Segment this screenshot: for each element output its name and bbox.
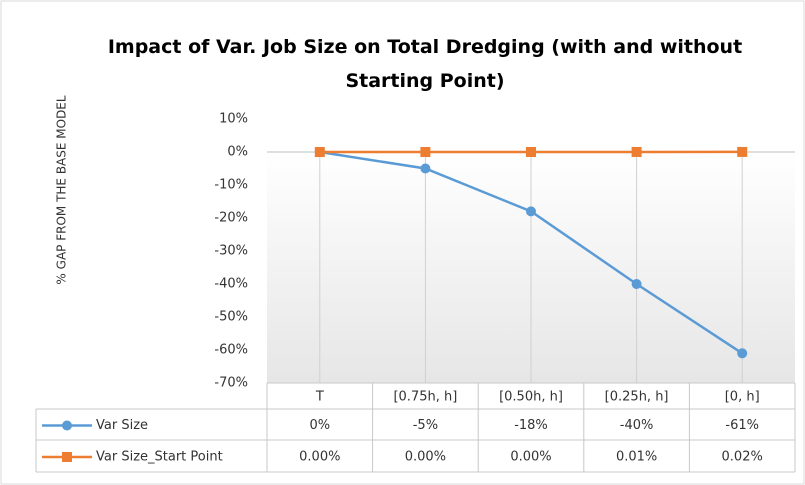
x-tick-label: [0.75h, h] (393, 390, 457, 405)
y-tick-label: -30% (214, 244, 248, 259)
y-tick-label: -60% (214, 343, 248, 358)
table-value: -18% (514, 418, 548, 433)
x-tick-label: T (315, 390, 324, 405)
table-value: -40% (620, 418, 654, 433)
y-tick-label: -40% (214, 277, 248, 292)
table-value: 0.00% (510, 450, 551, 465)
marker (314, 147, 325, 157)
chart-title: Impact of Var. Job Size on Total Dredgin… (107, 36, 743, 92)
table-value: -5% (413, 418, 438, 433)
legend-marker (62, 452, 72, 462)
marker (631, 146, 642, 157)
marker (737, 348, 748, 359)
marker (420, 163, 431, 174)
marker (737, 146, 748, 157)
table-value: 0.00% (405, 450, 446, 465)
table-value: 0.00% (299, 450, 340, 465)
marker (526, 206, 536, 217)
table-value: -61% (725, 418, 759, 433)
y-tick-label: -10% (214, 178, 248, 193)
marker (526, 147, 536, 157)
table-value: 0.02% (722, 450, 763, 465)
legend-marker (62, 420, 72, 431)
y-tick-label: -20% (214, 211, 248, 226)
x-tick-label: [0.50h, h] (499, 390, 563, 405)
y-tick-label: 10% (219, 112, 248, 127)
y-tick-label: -50% (214, 310, 248, 325)
x-tick-label: [0, h] (725, 390, 760, 405)
y-tick-label: -70% (214, 376, 248, 391)
y-tick-label: 0% (227, 145, 248, 160)
legend-label: Var Size_Start Point (96, 450, 223, 465)
marker (631, 279, 642, 289)
y-axis-label: % GAP FROM THE BASE MODEL (55, 95, 69, 284)
table-value: 0% (309, 418, 330, 433)
marker (420, 147, 431, 157)
x-tick-label: [0.25h, h] (605, 390, 669, 405)
table-value: 0.01% (616, 450, 657, 465)
legend-label: Var Size (96, 418, 148, 433)
